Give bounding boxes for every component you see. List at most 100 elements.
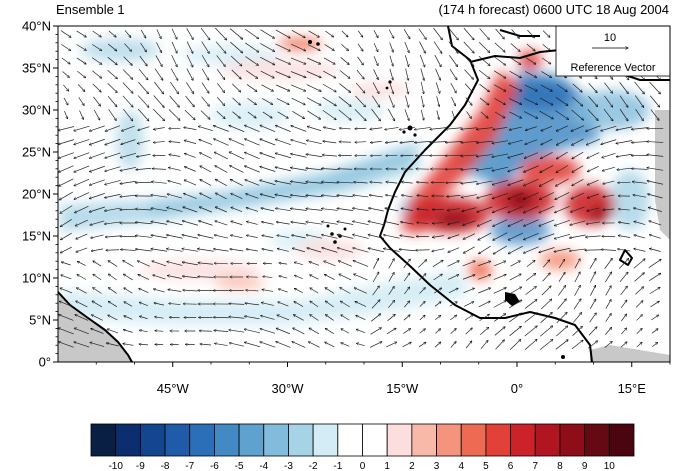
wind-vector: [153, 95, 165, 108]
wind-vector: [570, 206, 585, 212]
wind-vector: [480, 340, 488, 349]
wind-vector: [321, 209, 338, 211]
wind-vector: [480, 111, 488, 118]
wind-vector: [451, 110, 455, 119]
colorbar-label: -6: [210, 461, 219, 471]
wind-vector: [587, 207, 600, 211]
wind-vector: [230, 235, 243, 239]
wind-vector: [462, 261, 476, 267]
wind-vector: [290, 154, 307, 158]
wind-vector: [353, 261, 369, 267]
wind-vector: [446, 182, 462, 183]
wind-vector: [539, 247, 555, 253]
wind-vector: [588, 327, 597, 336]
wind-vector: [58, 152, 74, 159]
wind-vector: [152, 261, 167, 267]
wind-vector: [434, 288, 441, 294]
wind-vector: [154, 68, 163, 81]
wind-vector: [635, 287, 643, 295]
wind-vector: [619, 95, 628, 108]
wind-vector: [201, 82, 209, 94]
wind-vector: [399, 126, 415, 129]
wind-vector: [201, 54, 209, 67]
wind-vector: [155, 331, 164, 332]
wind-vector: [636, 328, 642, 334]
wind-vector: [634, 249, 646, 252]
wind-vector: [213, 126, 229, 132]
wind-vector: [635, 301, 643, 308]
wind-vector: [215, 41, 226, 54]
wind-vector: [322, 109, 336, 120]
wind-vector: [107, 43, 117, 51]
wind-vector: [307, 44, 320, 50]
wind-vector: [244, 166, 260, 173]
wind-vector: [569, 234, 586, 238]
wind-vector: [448, 288, 458, 294]
wind-vector: [321, 235, 338, 239]
wind-vector: [89, 193, 105, 198]
wind-vector: [93, 288, 102, 294]
wind-vector: [602, 152, 616, 157]
wind-vector: [402, 342, 412, 348]
wind-vector: [419, 301, 425, 307]
wind-vector: [277, 235, 290, 239]
wind-vector: [294, 262, 303, 266]
wind-vector: [385, 195, 398, 198]
wind-vector: [275, 153, 292, 159]
wind-vector: [571, 96, 583, 106]
wind-vector: [63, 97, 68, 105]
wind-vector: [260, 342, 276, 348]
wind-vector: [277, 249, 289, 252]
wind-vector: [554, 205, 570, 212]
wind-vector: [524, 152, 539, 159]
wind-vector: [476, 154, 493, 157]
wind-vector: [524, 299, 537, 309]
wind-vector: [399, 249, 416, 252]
wind-vector: [574, 259, 580, 269]
wind-vector: [357, 56, 364, 65]
wind-vector: [539, 339, 553, 350]
wind-vector: [618, 182, 631, 183]
wind-vector: [432, 260, 443, 268]
wind-vector: [573, 312, 581, 323]
wind-vector: [293, 328, 305, 335]
wind-vector: [79, 110, 83, 119]
wind-vector: [539, 219, 555, 226]
wind-vector: [510, 261, 521, 267]
wind-vector: [184, 127, 197, 131]
wind-vector: [389, 81, 394, 94]
wind-vector: [371, 314, 381, 322]
wind-vector: [341, 315, 350, 321]
wind-vector: [107, 82, 118, 93]
wind-vector: [508, 205, 524, 212]
wind-vector: [337, 182, 354, 183]
colorbar-swatch: [510, 423, 536, 457]
wind-vector: [508, 245, 524, 254]
wind-vector: [371, 108, 381, 121]
wind-vector: [290, 181, 307, 184]
wind-vector: [388, 300, 394, 308]
wind-vector: [108, 274, 117, 281]
wind-vector: [182, 235, 199, 239]
wind-vector: [604, 258, 613, 269]
map-area: 10 Reference Vector: [58, 26, 670, 362]
wind-vector: [341, 343, 350, 347]
wind-vector: [92, 301, 103, 308]
wind-vector: [151, 222, 168, 225]
wind-vector: [604, 95, 612, 107]
wind-vector: [647, 194, 663, 199]
wind-vector: [292, 111, 304, 118]
islands: [308, 40, 565, 359]
wind-vector: [572, 83, 582, 92]
wind-vector: [373, 30, 378, 38]
wind-vector: [182, 262, 198, 266]
wind-vector: [636, 342, 642, 348]
wind-vector: [339, 70, 350, 79]
wind-vector: [323, 141, 337, 144]
wind-vector: [602, 236, 616, 237]
wind-vector: [325, 30, 333, 37]
wind-vector: [261, 208, 275, 212]
wind-vector: [353, 248, 369, 253]
wind-vector: [539, 178, 554, 187]
wind-vector: [324, 261, 336, 267]
